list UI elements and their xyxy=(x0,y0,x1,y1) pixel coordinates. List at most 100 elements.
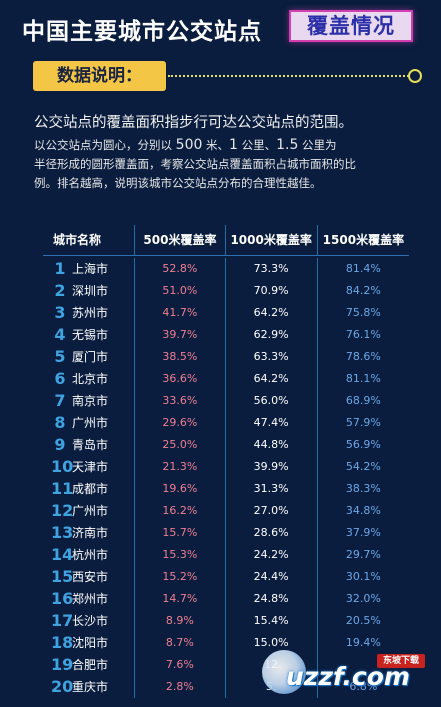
rank-number: 7 xyxy=(54,391,66,410)
rate-500m: 29.6% xyxy=(134,412,224,434)
city-cell: 8 广州市 xyxy=(43,412,134,434)
city-name: 天津市 xyxy=(72,460,109,474)
rate-1000m: 24.4% xyxy=(224,566,317,588)
rate-1000m: 47.4% xyxy=(224,412,317,434)
city-name: 广州市 xyxy=(72,504,109,518)
table-row: 7 南京市 33.6% 56.0% 68.9% xyxy=(43,390,409,412)
rate-500m: 15.3% xyxy=(134,544,224,566)
header-500m: 500米覆盖率 xyxy=(134,225,224,255)
city-cell: 13 济南市 xyxy=(43,522,134,544)
watermark-logo-icon xyxy=(262,650,306,694)
table-row: 1 上海市 52.8% 73.3% 81.4% xyxy=(43,258,409,280)
rate-500m: 15.2% xyxy=(134,566,224,588)
city-cell: 16 郑州市 xyxy=(43,588,134,610)
table-row: 17 长沙市 8.9% 15.4% 20.5% xyxy=(43,610,409,632)
title-highlight-box: 覆盖情况 xyxy=(289,10,413,42)
table-row: 2 深圳市 51.0% 70.9% 84.2% xyxy=(43,280,409,302)
rank-number: 1 xyxy=(54,259,66,278)
table-row: 15 西安市 15.2% 24.4% 30.1% xyxy=(43,566,409,588)
rate-500m: 38.5% xyxy=(134,346,224,368)
rank-number: 9 xyxy=(54,435,66,454)
city-name: 济南市 xyxy=(72,526,109,540)
city-cell: 7 南京市 xyxy=(43,390,134,412)
city-cell: 5 厦门市 xyxy=(43,346,134,368)
city-name: 长沙市 xyxy=(72,614,109,628)
table-row: 8 广州市 29.6% 47.4% 57.9% xyxy=(43,412,409,434)
city-name: 广州市 xyxy=(72,416,109,430)
rate-500m: 52.8% xyxy=(134,258,224,280)
city-cell: 20 重庆市 xyxy=(43,676,134,698)
city-name: 重庆市 xyxy=(72,680,109,694)
rate-500m: 33.6% xyxy=(134,390,224,412)
rate-1500m: 32.0% xyxy=(316,588,409,610)
rate-500m: 8.9% xyxy=(134,610,224,632)
rate-1000m: 64.2% xyxy=(224,368,317,390)
city-cell: 2 深圳市 xyxy=(43,280,134,302)
rate-1000m: 27.0% xyxy=(224,500,317,522)
rate-500m: 15.7% xyxy=(134,522,224,544)
description-line3: 半径形成的圆形覆盖面，考察公交站点覆盖面积占城市面积的比 xyxy=(34,157,356,171)
city-name: 南京市 xyxy=(72,394,109,408)
rate-1500m: 57.9% xyxy=(316,412,409,434)
rank-number: 16 xyxy=(51,589,74,608)
rate-1500m: 37.9% xyxy=(316,522,409,544)
rate-500m: 16.2% xyxy=(134,500,224,522)
rate-500m: 36.6% xyxy=(134,368,224,390)
city-name: 合肥市 xyxy=(72,658,109,672)
rank-number: 14 xyxy=(51,545,74,564)
table-header: 城市名称 500米覆盖率 1000米覆盖率 1500米覆盖率 xyxy=(43,225,409,256)
table-row: 18 沈阳市 8.7% 15.0% 19.4% xyxy=(43,632,409,654)
city-cell: 1 上海市 xyxy=(43,258,134,280)
rank-number: 18 xyxy=(51,633,74,652)
city-name: 西安市 xyxy=(72,570,109,584)
rate-1500m: 54.2% xyxy=(316,456,409,478)
rank-number: 12 xyxy=(51,501,74,520)
rank-number: 19 xyxy=(51,655,74,674)
table-row: 16 郑州市 14.7% 24.8% 32.0% xyxy=(43,588,409,610)
watermark: uzzf.com 东坡下载 xyxy=(262,648,432,703)
rank-number: 11 xyxy=(51,479,74,498)
rate-1000m: 56.0% xyxy=(224,390,317,412)
rate-1000m: 15.4% xyxy=(224,610,317,632)
rank-number: 2 xyxy=(54,281,66,300)
city-cell: 4 无锡市 xyxy=(43,324,134,346)
watermark-badge: 东坡下载 xyxy=(377,654,425,668)
rate-500m: 41.7% xyxy=(134,302,224,324)
description-line2: 以公交站点为圆心，分别以 500 米、1 公里、1.5 公里为 xyxy=(34,137,337,153)
rate-500m: 51.0% xyxy=(134,280,224,302)
section-divider xyxy=(168,75,409,77)
city-cell: 10 天津市 xyxy=(43,456,134,478)
city-name: 上海市 xyxy=(72,262,109,276)
city-cell: 12 广州市 xyxy=(43,500,134,522)
table-body: 1 上海市 52.8% 73.3% 81.4% 2 深圳市 51.0% 70.9% 84.2% 3 苏… xyxy=(43,258,409,698)
rate-1500m: 81.1% xyxy=(316,368,409,390)
title-row: 中国主要城市公交站点 覆盖情况 xyxy=(0,0,441,52)
table-row: 10 天津市 21.3% 39.9% 54.2% xyxy=(43,456,409,478)
rate-1500m: 81.4% xyxy=(316,258,409,280)
city-name: 郑州市 xyxy=(72,592,109,606)
table-row: 5 厦门市 38.5% 63.3% 78.6% xyxy=(43,346,409,368)
rate-500m: 21.3% xyxy=(134,456,224,478)
city-cell: 11 成都市 xyxy=(43,478,134,500)
table-row: 12 广州市 16.2% 27.0% 34.8% xyxy=(43,500,409,522)
rate-1500m: 38.3% xyxy=(316,478,409,500)
rank-number: 4 xyxy=(54,325,66,344)
page-title: 中国主要城市公交站点 xyxy=(22,19,262,45)
divider-end-dot xyxy=(408,69,422,83)
rate-1000m: 73.3% xyxy=(224,258,317,280)
rate-1000m: 15.0% xyxy=(224,632,317,654)
title-highlight: 覆盖情况 xyxy=(307,14,395,38)
header-1000m: 1000米覆盖率 xyxy=(224,225,317,255)
rate-1500m: 84.2% xyxy=(316,280,409,302)
city-cell: 6 北京市 xyxy=(43,368,134,390)
rate-1500m: 30.1% xyxy=(316,566,409,588)
rank-number: 20 xyxy=(51,677,74,696)
rate-1500m: 76.1% xyxy=(316,324,409,346)
city-name: 厦门市 xyxy=(72,350,109,364)
rate-1500m: 34.8% xyxy=(316,500,409,522)
rate-1000m: 39.9% xyxy=(224,456,317,478)
rate-1000m: 70.9% xyxy=(224,280,317,302)
rate-1500m xyxy=(316,654,409,676)
rank-number: 3 xyxy=(54,303,66,322)
rate-500m: 14.7% xyxy=(134,588,224,610)
